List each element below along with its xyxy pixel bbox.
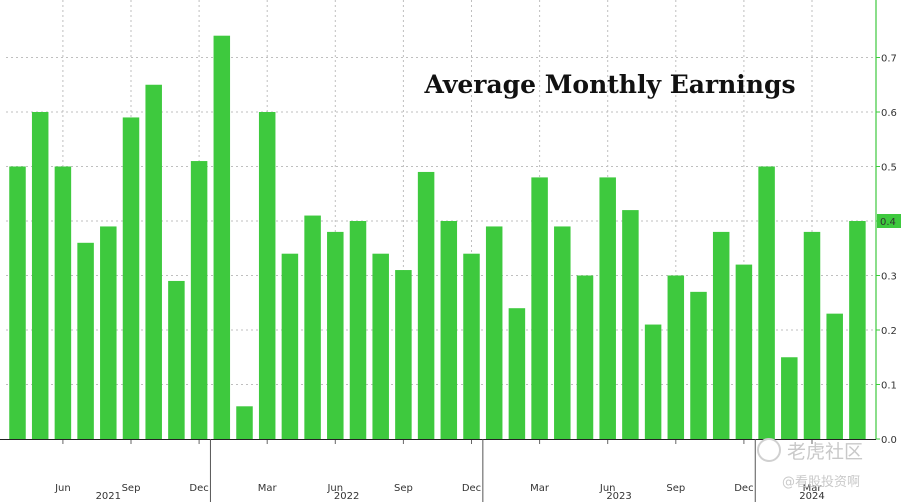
bar-2024-02 xyxy=(781,357,798,439)
bar-2022-06 xyxy=(327,231,344,439)
x-tick-label: Dec xyxy=(189,483,208,494)
bar-2021-12 xyxy=(190,161,208,440)
bar-2024-04 xyxy=(826,313,843,439)
bar-2022-05 xyxy=(304,215,321,439)
x-tick-label: Sep xyxy=(122,483,141,494)
bar-2021-06 xyxy=(54,166,72,439)
x-year-label: 2024 xyxy=(799,491,824,502)
bar-2023-05 xyxy=(576,275,594,439)
y-tick-label: 0.1 xyxy=(881,381,897,392)
y-tick-label: 0.0 xyxy=(881,435,897,446)
bar-2024-01 xyxy=(758,166,775,439)
x-year-label: 2023 xyxy=(606,491,631,502)
bar-2023-02 xyxy=(508,308,526,439)
bar-2023-12 xyxy=(735,264,753,439)
y-tick-label: 0.3 xyxy=(881,272,897,283)
bar-2022-03 xyxy=(258,112,276,439)
bar-2021-08 xyxy=(100,226,117,439)
bar-2022-09 xyxy=(395,270,412,439)
watermark: 老虎社区 @看股投资啊 xyxy=(757,438,863,490)
bar-2022-10 xyxy=(417,171,435,439)
x-tick-label: Mar xyxy=(258,483,278,494)
bar-2023-04 xyxy=(554,226,571,439)
bar-2022-01 xyxy=(213,35,231,439)
bar-2024-05 xyxy=(849,221,866,439)
last-value-label: 0.4 xyxy=(880,217,896,228)
bar-2021-10 xyxy=(145,84,162,439)
last-value-marker xyxy=(877,214,901,228)
watermark-logo-icon xyxy=(757,438,781,462)
bar-layer xyxy=(9,35,866,440)
bar-2023-03 xyxy=(531,177,548,439)
bar-2021-09 xyxy=(122,117,140,439)
watermark-brand: 老虎社区 xyxy=(787,441,863,463)
y-tick-label: 0.5 xyxy=(881,163,897,174)
bar-2023-06 xyxy=(599,177,616,439)
bar-2023-01 xyxy=(485,226,503,439)
bar-2023-08 xyxy=(644,324,662,439)
bar-2022-11 xyxy=(440,221,458,439)
x-tick-label: Jun xyxy=(54,483,71,494)
x-tick-label: Mar xyxy=(530,483,550,494)
chart-title: Average Monthly Earnings xyxy=(423,70,795,99)
x-year-label: 2021 xyxy=(96,491,121,502)
y-tick-label: 0.7 xyxy=(881,54,897,65)
bar-2023-07 xyxy=(622,210,639,439)
bar-2021-04 xyxy=(9,166,26,439)
watermark-author: @看股投资啊 xyxy=(782,474,860,490)
x-year-label: 2022 xyxy=(334,491,359,502)
y-tick-label: 0.2 xyxy=(881,326,897,337)
bar-2022-08 xyxy=(372,253,389,439)
y-tick-label: 0.6 xyxy=(881,108,897,119)
x-tick-label: Sep xyxy=(394,483,413,494)
bar-2021-07 xyxy=(77,242,94,439)
bar-2023-09 xyxy=(667,275,685,439)
x-tick-label: Mar xyxy=(803,483,823,494)
bar-2024-03 xyxy=(803,231,821,439)
bar-2021-05 xyxy=(31,112,49,439)
bar-2022-07 xyxy=(349,221,367,439)
bar-2021-11 xyxy=(168,280,185,439)
x-tick-label: Dec xyxy=(734,483,753,494)
x-tick-label: Sep xyxy=(666,483,685,494)
bar-2022-02 xyxy=(236,406,253,439)
x-tick-label: Jun xyxy=(326,483,343,494)
x-tick-label: Dec xyxy=(462,483,481,494)
bar-2023-11 xyxy=(712,231,730,439)
bar-2023-10 xyxy=(690,291,707,439)
bar-2022-04 xyxy=(281,253,299,439)
x-tick-label: Jun xyxy=(599,483,616,494)
bar-2022-12 xyxy=(463,253,480,439)
